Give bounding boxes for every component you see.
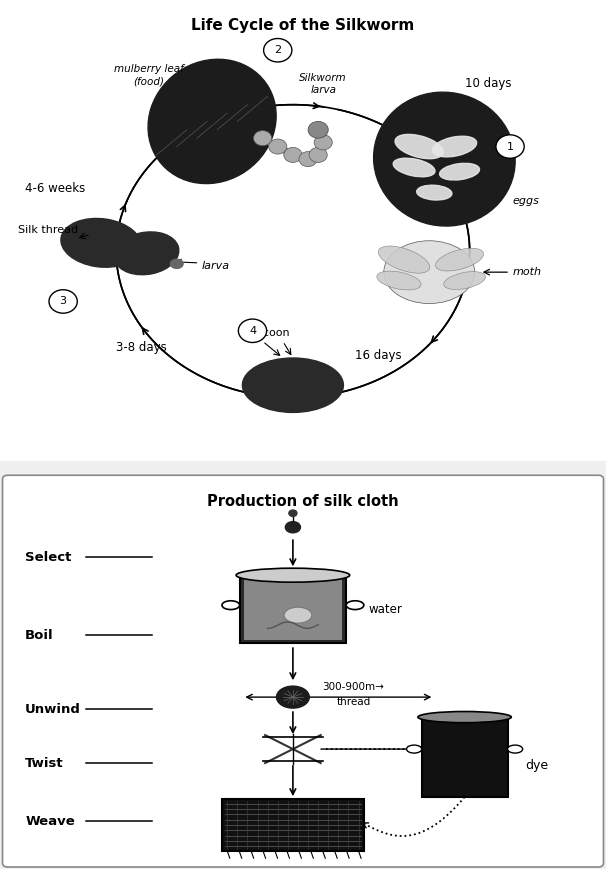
Ellipse shape — [236, 568, 350, 582]
Ellipse shape — [418, 712, 511, 723]
Ellipse shape — [407, 745, 422, 753]
Text: cocoon: cocoon — [250, 328, 290, 338]
Ellipse shape — [242, 358, 344, 413]
Text: 300-900m→: 300-900m→ — [322, 682, 384, 692]
Ellipse shape — [417, 185, 452, 200]
Ellipse shape — [439, 163, 479, 180]
FancyBboxPatch shape — [222, 799, 364, 851]
Ellipse shape — [393, 158, 435, 176]
FancyBboxPatch shape — [0, 0, 606, 465]
Circle shape — [299, 151, 317, 167]
Text: water: water — [368, 603, 402, 615]
Text: Production of silk cloth: Production of silk cloth — [207, 494, 399, 508]
Ellipse shape — [395, 135, 443, 159]
Text: Silkworm
larva: Silkworm larva — [299, 72, 347, 95]
Ellipse shape — [222, 600, 239, 609]
Text: 10 days: 10 days — [465, 77, 511, 90]
Ellipse shape — [377, 271, 421, 290]
Circle shape — [238, 319, 267, 342]
Text: Silk thread: Silk thread — [18, 225, 78, 235]
Text: 4: 4 — [249, 326, 256, 335]
Ellipse shape — [444, 272, 485, 289]
Text: 3-8 days: 3-8 days — [116, 341, 167, 354]
Circle shape — [309, 148, 327, 163]
Text: Weave: Weave — [25, 814, 75, 827]
Circle shape — [49, 289, 78, 313]
Circle shape — [284, 148, 302, 163]
Text: Unwind: Unwind — [25, 703, 81, 715]
Text: 16 days: 16 days — [356, 349, 402, 362]
Text: thread: thread — [336, 697, 371, 706]
Circle shape — [308, 122, 328, 138]
Text: eggs: eggs — [513, 196, 539, 206]
Text: 4-6 weeks: 4-6 weeks — [25, 182, 85, 195]
FancyBboxPatch shape — [240, 575, 346, 643]
Circle shape — [268, 139, 287, 154]
FancyBboxPatch shape — [2, 475, 604, 867]
Ellipse shape — [285, 521, 301, 533]
Text: Boil: Boil — [25, 628, 54, 641]
Text: 1: 1 — [507, 142, 513, 151]
Ellipse shape — [384, 241, 474, 303]
Text: Life Cycle of the Silkworm: Life Cycle of the Silkworm — [191, 17, 415, 33]
Ellipse shape — [436, 249, 484, 271]
Text: Select: Select — [25, 551, 72, 564]
Text: dye: dye — [525, 759, 548, 772]
Ellipse shape — [432, 136, 477, 157]
FancyBboxPatch shape — [244, 579, 342, 640]
Text: Twist: Twist — [25, 757, 64, 770]
Circle shape — [314, 135, 332, 149]
Text: 2: 2 — [274, 45, 281, 56]
Text: larva: larva — [202, 261, 230, 271]
Ellipse shape — [61, 218, 141, 268]
FancyBboxPatch shape — [422, 717, 507, 797]
Text: mulberry leaf
(food): mulberry leaf (food) — [114, 64, 184, 87]
Ellipse shape — [114, 232, 179, 275]
Ellipse shape — [346, 600, 364, 609]
Circle shape — [253, 130, 271, 146]
Ellipse shape — [378, 246, 430, 273]
Ellipse shape — [170, 259, 183, 269]
Ellipse shape — [276, 687, 309, 708]
Circle shape — [264, 38, 292, 62]
Text: 3: 3 — [59, 296, 67, 307]
Circle shape — [496, 135, 524, 158]
Ellipse shape — [507, 745, 522, 753]
Circle shape — [289, 510, 297, 516]
Ellipse shape — [148, 59, 276, 183]
Text: moth: moth — [513, 267, 542, 277]
Ellipse shape — [284, 607, 312, 623]
Ellipse shape — [374, 92, 515, 226]
